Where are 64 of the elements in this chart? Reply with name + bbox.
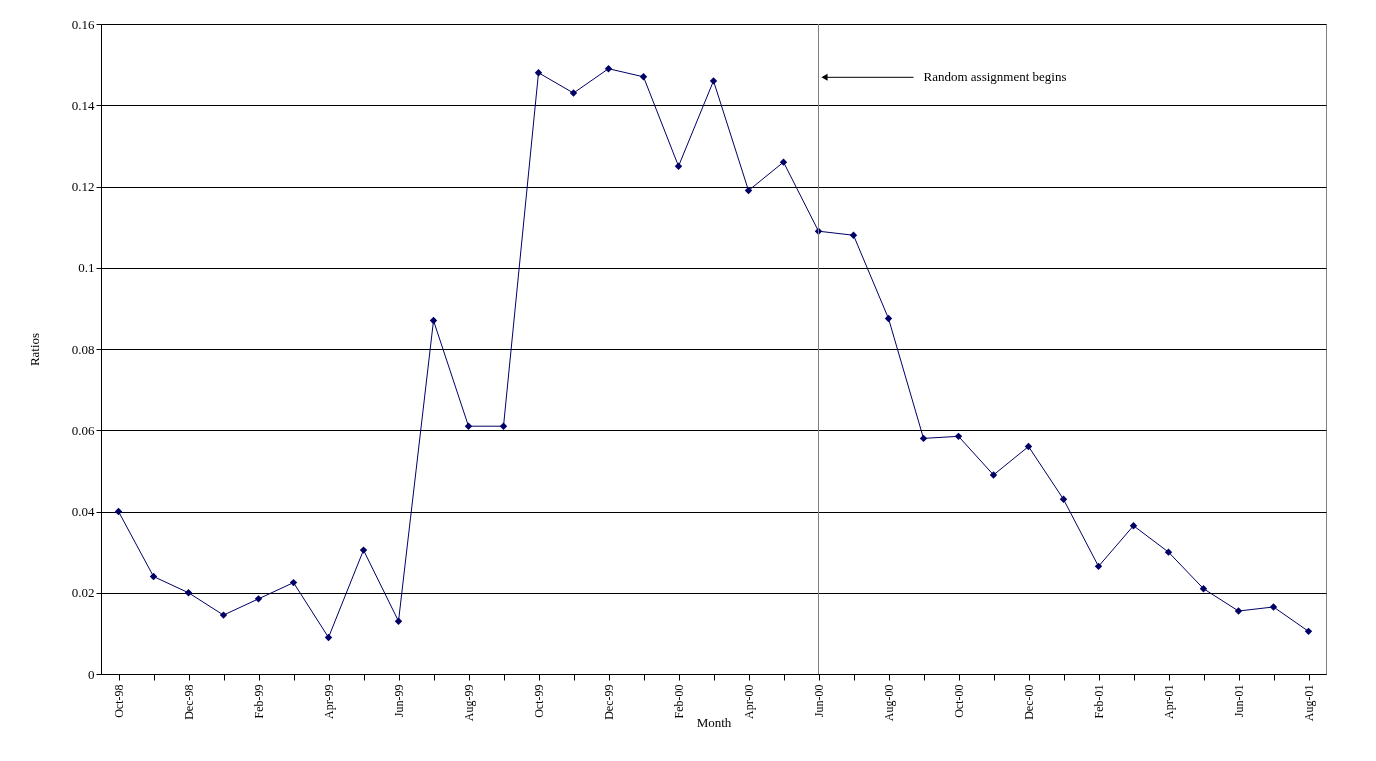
y-tick-label: 0.16 bbox=[71, 16, 95, 32]
x-tick-label: Oct-99 bbox=[532, 684, 546, 718]
x-tick-label: Apr-00 bbox=[742, 684, 756, 719]
point bbox=[289, 578, 298, 587]
y-tick-label: 0.04 bbox=[71, 504, 95, 519]
x-tick-label: Jun-00 bbox=[812, 684, 826, 718]
point bbox=[1234, 607, 1243, 615]
point bbox=[184, 589, 193, 597]
y-tick-label: 0.02 bbox=[71, 585, 95, 601]
x-tick-label: Dec-98 bbox=[182, 684, 196, 720]
point bbox=[989, 471, 998, 479]
point bbox=[779, 158, 788, 166]
x-axis-title: Month bbox=[696, 715, 732, 731]
point bbox=[1024, 442, 1033, 451]
y-tick-label: 0.08 bbox=[71, 341, 95, 357]
point bbox=[464, 422, 473, 430]
point bbox=[569, 89, 578, 97]
x-tick-label: Oct-98 bbox=[112, 684, 126, 718]
x-tick-label: Aug-99 bbox=[462, 684, 476, 722]
point bbox=[219, 611, 228, 619]
y-axis-title: Ratios bbox=[26, 332, 42, 367]
point bbox=[1269, 603, 1278, 611]
x-tick-label: Aug-00 bbox=[882, 684, 896, 722]
ref-line-label: Random assignment begins bbox=[923, 69, 1067, 85]
point bbox=[359, 546, 368, 554]
point bbox=[114, 507, 123, 516]
x-tick-label: Aug-01 bbox=[1302, 684, 1316, 722]
point bbox=[639, 73, 648, 81]
x-tick-label: Oct-00 bbox=[952, 684, 966, 718]
point bbox=[1164, 548, 1173, 556]
x-tick-label: Dec-00 bbox=[1022, 684, 1036, 720]
point bbox=[919, 434, 928, 443]
x-tick-label: Jun-99 bbox=[392, 684, 406, 718]
x-tick-label: Apr-99 bbox=[322, 684, 336, 719]
point bbox=[1094, 562, 1103, 571]
x-tick-label: Feb-01 bbox=[1092, 684, 1106, 719]
point bbox=[324, 633, 333, 642]
point bbox=[954, 432, 963, 441]
point bbox=[1199, 584, 1208, 593]
point bbox=[1059, 495, 1068, 504]
point bbox=[674, 162, 683, 170]
point bbox=[429, 316, 438, 325]
point bbox=[849, 231, 858, 239]
point bbox=[149, 572, 158, 581]
point bbox=[254, 595, 263, 603]
y-tick-label: 0.12 bbox=[71, 179, 95, 194]
x-tick-label: Jun-01 bbox=[1232, 684, 1246, 718]
point bbox=[884, 314, 893, 323]
x-tick-label: Feb-00 bbox=[672, 684, 686, 719]
point bbox=[604, 64, 613, 73]
point bbox=[1304, 627, 1313, 636]
point bbox=[394, 617, 403, 625]
y-tick-label: 0.14 bbox=[71, 97, 95, 113]
y-tick-label: 0.1 bbox=[78, 260, 95, 276]
point bbox=[499, 422, 508, 430]
point bbox=[709, 77, 718, 85]
x-tick-label: Feb-99 bbox=[252, 684, 266, 719]
y-tick-label: 0.06 bbox=[71, 422, 95, 438]
point bbox=[1129, 522, 1138, 530]
point bbox=[744, 186, 753, 195]
x-tick-label: Dec-99 bbox=[602, 684, 616, 720]
x-tick-label: Apr-01 bbox=[1162, 684, 1176, 719]
point bbox=[534, 69, 543, 77]
y-tick-label: 0 bbox=[88, 666, 95, 682]
